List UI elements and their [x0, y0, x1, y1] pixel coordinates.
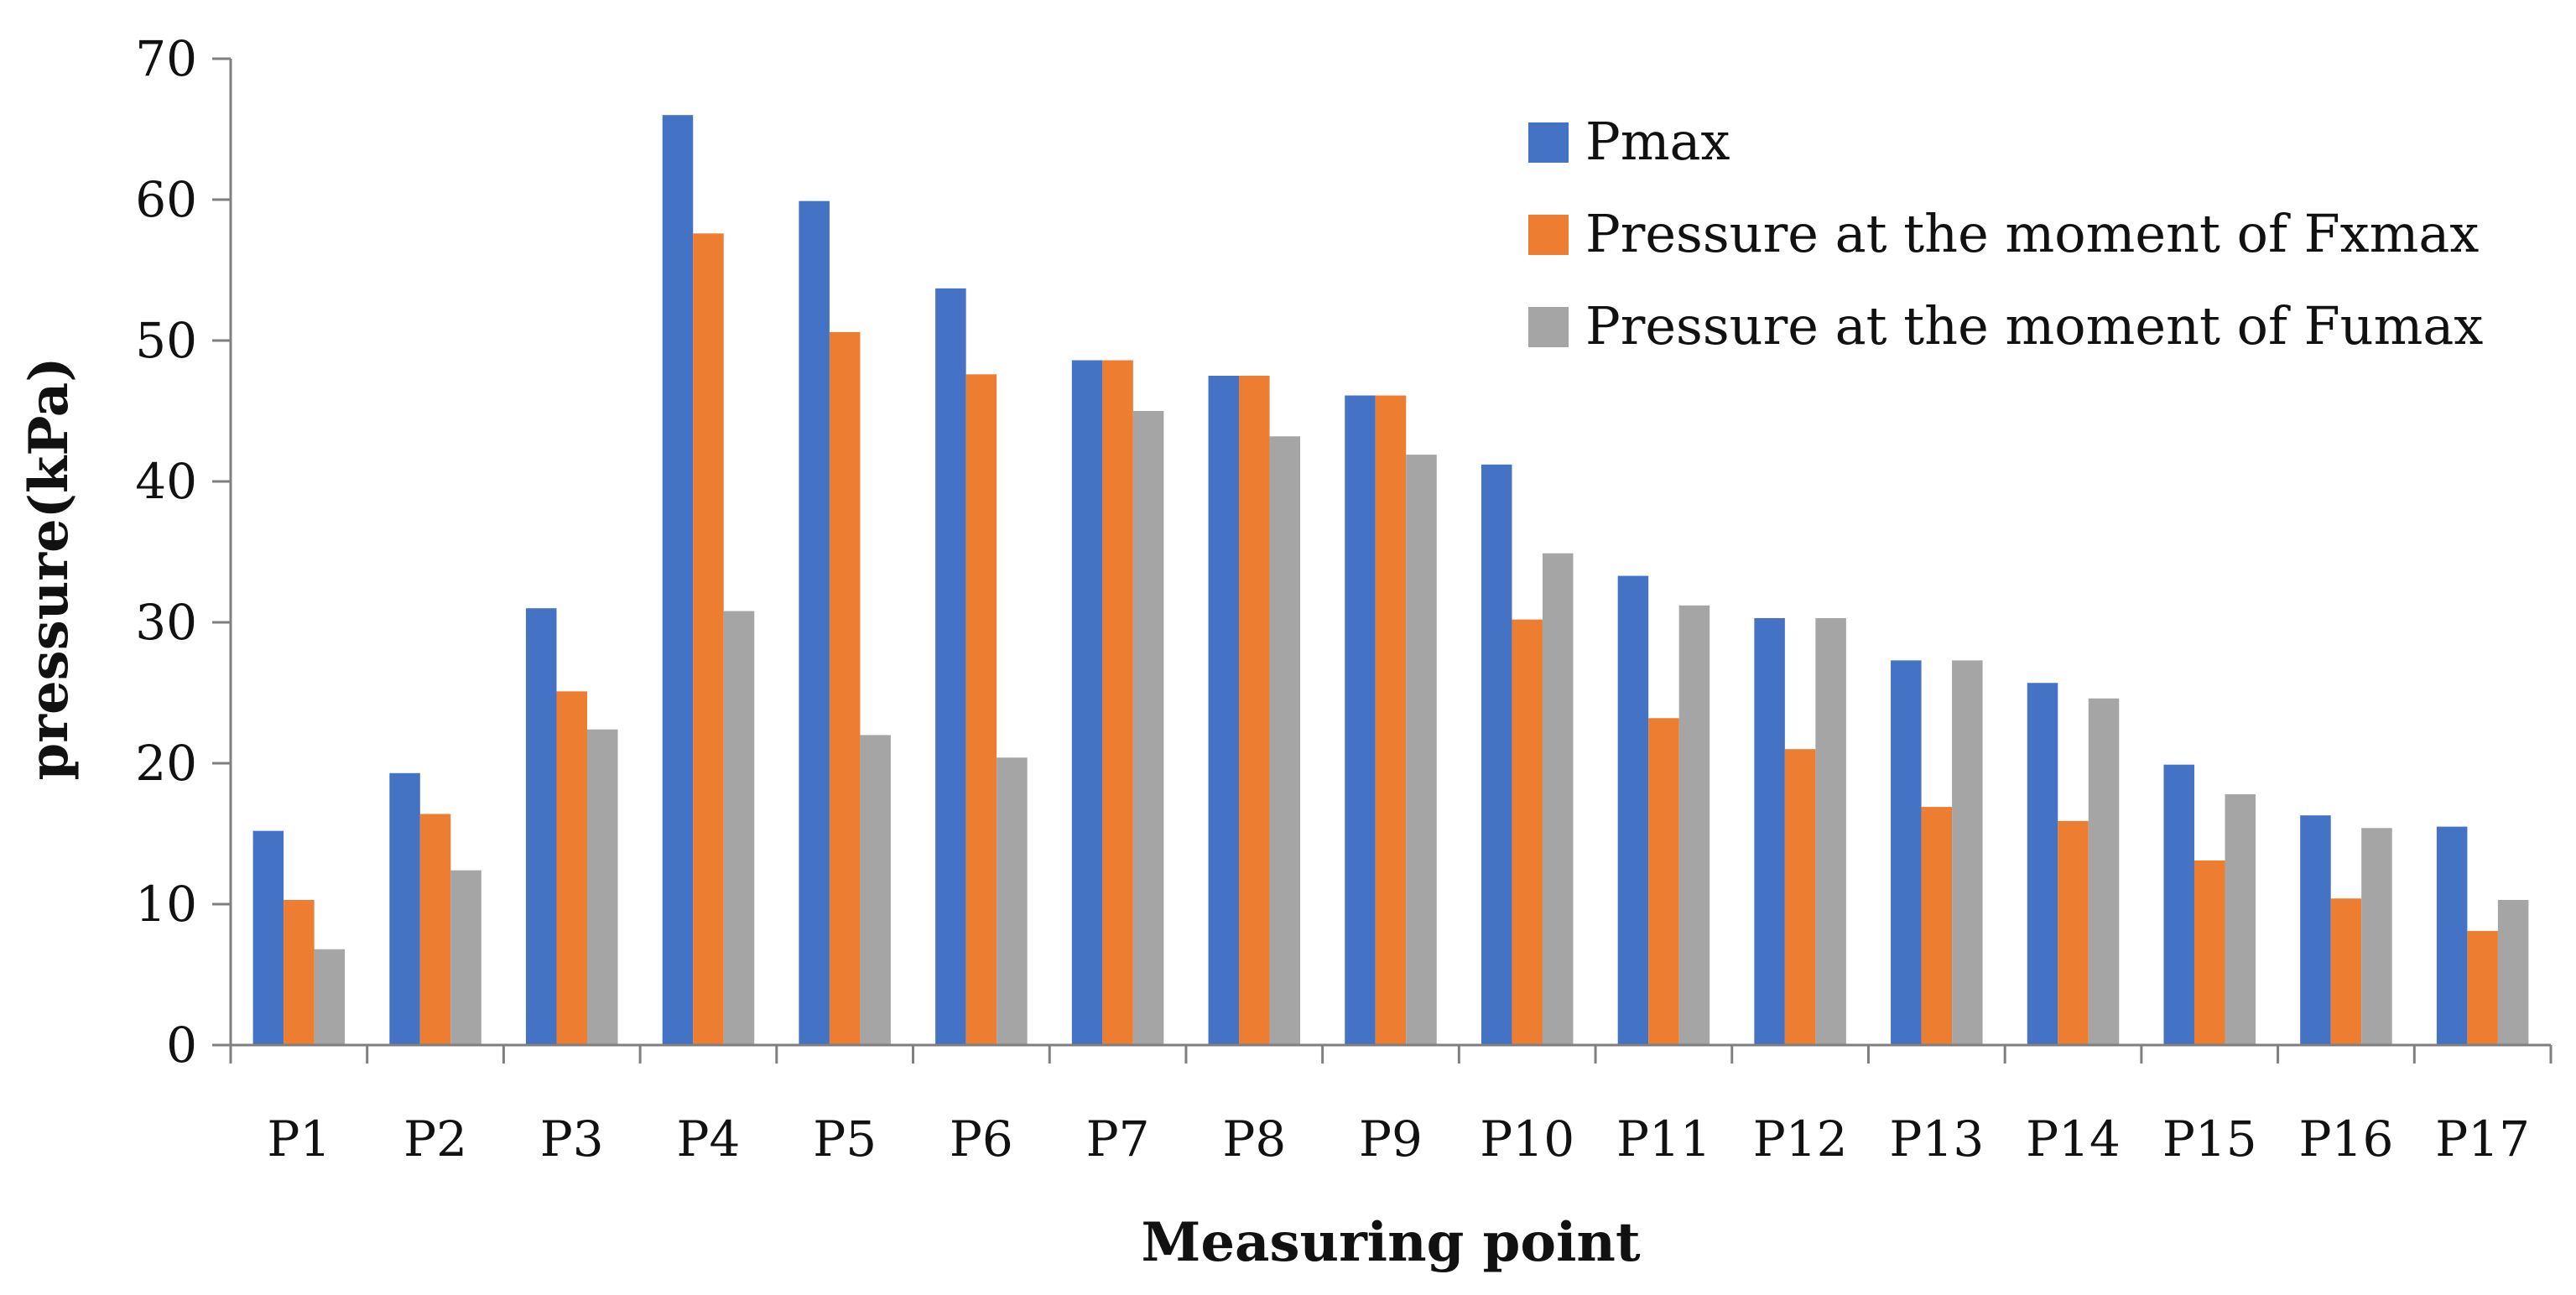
bar-3-p4 [723, 611, 755, 1045]
bar-3-p10 [1542, 553, 1574, 1045]
bar-2-p13 [1921, 807, 1953, 1045]
legend-label-1: Pmax [1585, 111, 1730, 172]
y-tick-label: 50 [135, 312, 197, 369]
bar-1-p5 [799, 200, 830, 1045]
bar-3-p12 [1815, 617, 1846, 1045]
y-tick-label: 40 [135, 453, 197, 510]
y-tick-label: 60 [135, 171, 197, 228]
bar-2-p8 [1239, 376, 1270, 1045]
bar-1-p15 [2163, 764, 2194, 1045]
y-tick-label: 20 [135, 735, 197, 792]
x-axis-ticks: P1 P2 P3 P4 P5 P6 P7 P8 P9 P10 P11 P12 P13 P14 P15 P16 P… [229, 1045, 2553, 1168]
bar-1-p1 [252, 830, 284, 1045]
bar-2-p16 [2330, 898, 2362, 1045]
x-tick-label: P14 [2026, 1110, 2121, 1168]
y-tick-label: 10 [135, 876, 197, 933]
bar-1-p13 [1891, 660, 1922, 1045]
bar-1-p12 [1754, 617, 1785, 1045]
legend-swatch-3 [1528, 307, 1569, 347]
bar-3-p6 [997, 757, 1028, 1045]
x-tick-label: P1 [267, 1110, 330, 1168]
bar-1-p16 [2300, 815, 2331, 1045]
x-tick-label: P3 [540, 1110, 604, 1168]
legend-label-2: Pressure at the moment of Fxmax [1585, 203, 2479, 264]
bar-3-p13 [1952, 660, 1983, 1045]
bar-3-p14 [2088, 698, 2120, 1045]
bar-2-p3 [556, 691, 588, 1045]
y-axis-ticks: 0 10 20 30 40 50 60 70 [135, 30, 231, 1074]
legend-label-3: Pressure at the moment of Fumax [1585, 295, 2483, 356]
bar-2-p6 [965, 374, 997, 1045]
y-tick-label: 70 [135, 30, 197, 87]
bar-2-p14 [2058, 820, 2089, 1045]
bar-2-p12 [1784, 749, 1816, 1045]
bar-2-p1 [284, 899, 315, 1045]
y-tick-label: 30 [135, 594, 197, 651]
bar-1-p8 [1208, 376, 1240, 1045]
bar-3-p16 [2361, 828, 2392, 1045]
bar-3-p3 [587, 729, 618, 1045]
x-tick-label: P6 [950, 1110, 1013, 1168]
y-tick-label: 0 [166, 1017, 197, 1074]
bar-1-p10 [1481, 464, 1512, 1045]
legend-swatch-1 [1528, 122, 1569, 163]
bars-group [252, 115, 2529, 1046]
x-tick-label: P12 [1753, 1110, 1848, 1168]
y-axis-title: pressure(kPa) [18, 357, 81, 781]
bar-1-p14 [2027, 683, 2058, 1045]
bar-3-p17 [2497, 899, 2529, 1045]
bar-2-p10 [1512, 619, 1543, 1045]
bar-3-p9 [1406, 455, 1437, 1045]
bar-1-p3 [526, 608, 557, 1045]
x-tick-label: P5 [813, 1110, 877, 1168]
bar-1-p17 [2436, 826, 2468, 1045]
bar-2-p2 [419, 814, 451, 1045]
bar-3-p1 [314, 949, 346, 1045]
x-tick-label: P9 [1359, 1110, 1423, 1168]
bar-2-p15 [2194, 860, 2225, 1045]
bar-2-p9 [1375, 395, 1407, 1045]
bar-1-p9 [1345, 395, 1376, 1045]
bar-3-p2 [450, 870, 481, 1045]
bar-3-p7 [1132, 411, 1164, 1045]
bar-1-p7 [1071, 360, 1103, 1045]
bar-3-p11 [1678, 605, 1710, 1045]
x-tick-label: P4 [677, 1110, 741, 1168]
legend-swatch-2 [1528, 215, 1569, 255]
bar-2-p11 [1648, 718, 1679, 1045]
bar-3-p5 [860, 735, 891, 1045]
bar-3-p15 [2225, 793, 2256, 1045]
bar-2-p5 [829, 331, 861, 1045]
x-tick-label: P16 [2299, 1110, 2394, 1168]
x-tick-label: P8 [1222, 1110, 1286, 1168]
bar-2-p4 [693, 233, 724, 1045]
x-tick-label: P17 [2435, 1110, 2530, 1168]
x-tick-label: P13 [1889, 1110, 1984, 1168]
x-tick-label: P11 [1616, 1110, 1711, 1168]
bar-1-p6 [935, 288, 966, 1046]
x-axis-title: Measuring point [1141, 1211, 1640, 1274]
bar-2-p7 [1102, 360, 1133, 1045]
x-tick-label: P10 [1480, 1110, 1574, 1168]
bar-1-p11 [1617, 575, 1649, 1045]
bar-2-p17 [2467, 930, 2498, 1045]
x-tick-label: P2 [403, 1110, 467, 1168]
x-tick-label: P7 [1086, 1110, 1150, 1168]
bar-1-p2 [389, 772, 420, 1045]
x-tick-label: P15 [2162, 1110, 2257, 1168]
bar-1-p4 [662, 115, 694, 1046]
legend: Pmax Pressure at the moment of Fxmax Press… [1528, 111, 2483, 356]
bar-3-p8 [1269, 436, 1301, 1045]
